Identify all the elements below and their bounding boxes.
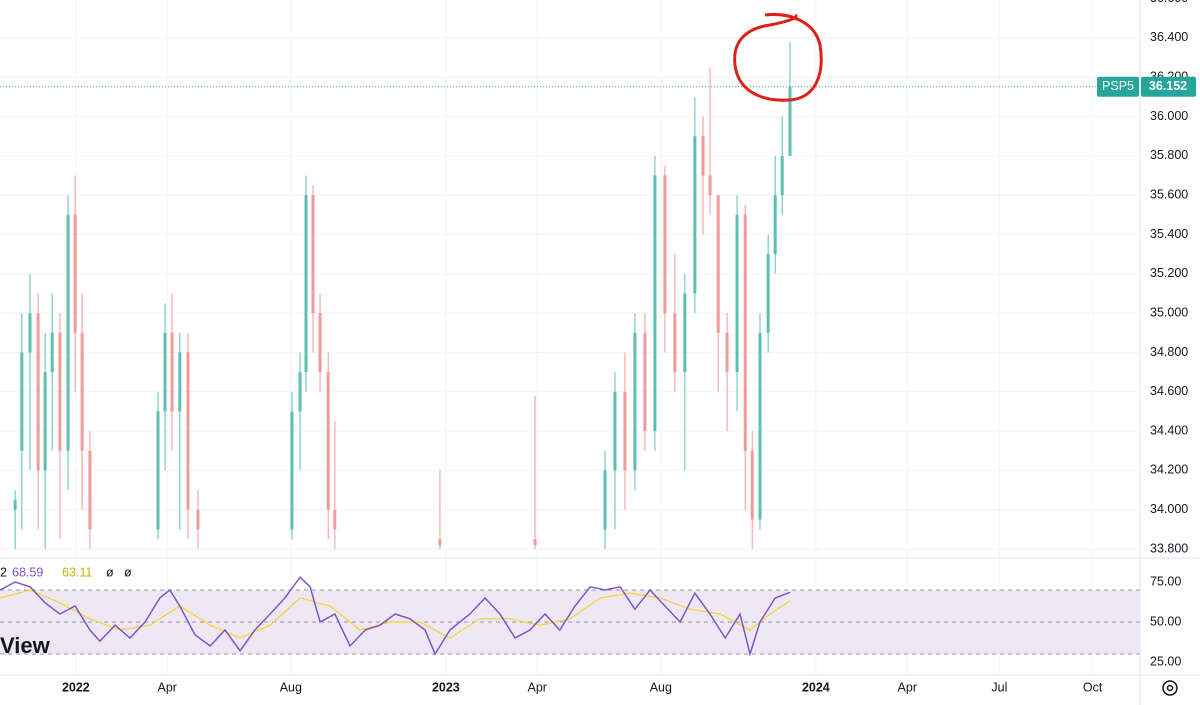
y-tick-label: 34.000 xyxy=(1150,502,1188,516)
y-tick-label: 34.600 xyxy=(1150,384,1188,398)
candle-body xyxy=(735,214,739,373)
candle-body xyxy=(780,155,784,196)
settings-icon[interactable] xyxy=(1162,680,1178,696)
candle-body xyxy=(326,372,330,510)
candle-body xyxy=(36,313,40,471)
candle-body xyxy=(743,214,747,451)
y-tick-label: 34.800 xyxy=(1150,345,1188,359)
y-tick-label: 35.800 xyxy=(1150,148,1188,162)
y-tick-label: 36.600 xyxy=(1150,0,1188,5)
candle-body xyxy=(663,175,667,314)
candle-body xyxy=(533,539,537,546)
x-tick-label: Apr xyxy=(898,680,917,694)
candle-body xyxy=(633,332,637,471)
x-tick-label: 2023 xyxy=(432,680,460,694)
candle-body xyxy=(603,470,607,530)
candle-body xyxy=(186,352,190,510)
candle-body xyxy=(80,332,84,451)
candle-body xyxy=(643,332,647,432)
annotation-circle xyxy=(733,12,823,102)
y-tick-label: 35.400 xyxy=(1150,227,1188,241)
candle-body xyxy=(43,372,47,471)
price-badge xyxy=(1141,76,1196,97)
rsi-line xyxy=(0,589,791,639)
candle-body xyxy=(653,175,657,432)
x-tick-label: Jul xyxy=(991,680,1007,694)
candle-body xyxy=(290,411,294,530)
y-tick-label: 36.400 xyxy=(1150,30,1188,44)
candle-body xyxy=(13,499,17,510)
candle-body xyxy=(170,332,174,412)
y-tick-label: 75.00 xyxy=(1150,574,1181,588)
candle-body xyxy=(773,195,777,255)
x-tick-label: Oct xyxy=(1083,680,1103,694)
candle-body xyxy=(438,539,442,546)
candle-body xyxy=(50,332,54,373)
candle-body xyxy=(163,332,167,412)
candle-body xyxy=(766,254,770,333)
candle-body xyxy=(196,509,200,530)
candle-body xyxy=(788,86,792,156)
y-tick-label: 34.400 xyxy=(1150,423,1188,437)
y-tick-label: 50.00 xyxy=(1150,614,1181,628)
candle-body xyxy=(73,214,77,333)
candle-body xyxy=(758,332,762,520)
legend-prefix: 2 xyxy=(0,565,7,579)
rsi-line xyxy=(0,576,791,657)
candle-body xyxy=(318,313,322,373)
x-tick-label: Apr xyxy=(158,680,177,694)
candle-body xyxy=(750,450,754,520)
y-tick-label: 35.200 xyxy=(1150,266,1188,280)
symbol-label: PSP5 xyxy=(1102,79,1134,93)
x-tick-label: Apr xyxy=(528,680,547,694)
x-tick-label: Aug xyxy=(650,680,672,694)
candle-body xyxy=(20,352,24,451)
candle-body xyxy=(178,352,182,412)
x-tick-label: Aug xyxy=(280,680,302,694)
candle-body xyxy=(613,391,617,471)
candle-body xyxy=(725,332,729,373)
candle-body xyxy=(88,450,92,530)
candle-body xyxy=(693,136,697,294)
candle-body xyxy=(311,195,315,314)
candle-body xyxy=(156,411,160,530)
price-label: 36.152 xyxy=(1149,79,1187,93)
candle-body xyxy=(28,313,32,353)
symbol-badge xyxy=(1097,76,1139,97)
candle-body xyxy=(716,195,720,333)
candle-body xyxy=(304,195,308,373)
y-tick-label: 35.600 xyxy=(1150,188,1188,202)
candle-body xyxy=(298,372,302,412)
candle-body xyxy=(66,214,70,451)
legend-value: 68.59 xyxy=(12,565,43,579)
candle-body xyxy=(58,332,62,451)
x-tick-label: 2024 xyxy=(802,680,830,694)
candle-body xyxy=(333,509,337,530)
y-tick-label: 25.00 xyxy=(1150,654,1181,668)
candle-body xyxy=(683,293,687,373)
legend-extra: ø xyxy=(124,565,132,579)
x-tick-label: 2022 xyxy=(62,680,90,694)
legend-value: 63.11 xyxy=(62,565,92,579)
y-tick-label: 33.800 xyxy=(1150,541,1188,555)
candle-body xyxy=(673,313,677,373)
candle-body xyxy=(623,391,627,471)
y-tick-label: 35.000 xyxy=(1150,305,1188,319)
y-tick-label: 36.000 xyxy=(1150,109,1188,123)
candle-body xyxy=(708,175,712,196)
watermark: View xyxy=(0,633,51,658)
candle-body xyxy=(701,136,705,176)
legend-extra: ø xyxy=(106,565,114,579)
y-tick-label: 34.200 xyxy=(1150,463,1188,477)
